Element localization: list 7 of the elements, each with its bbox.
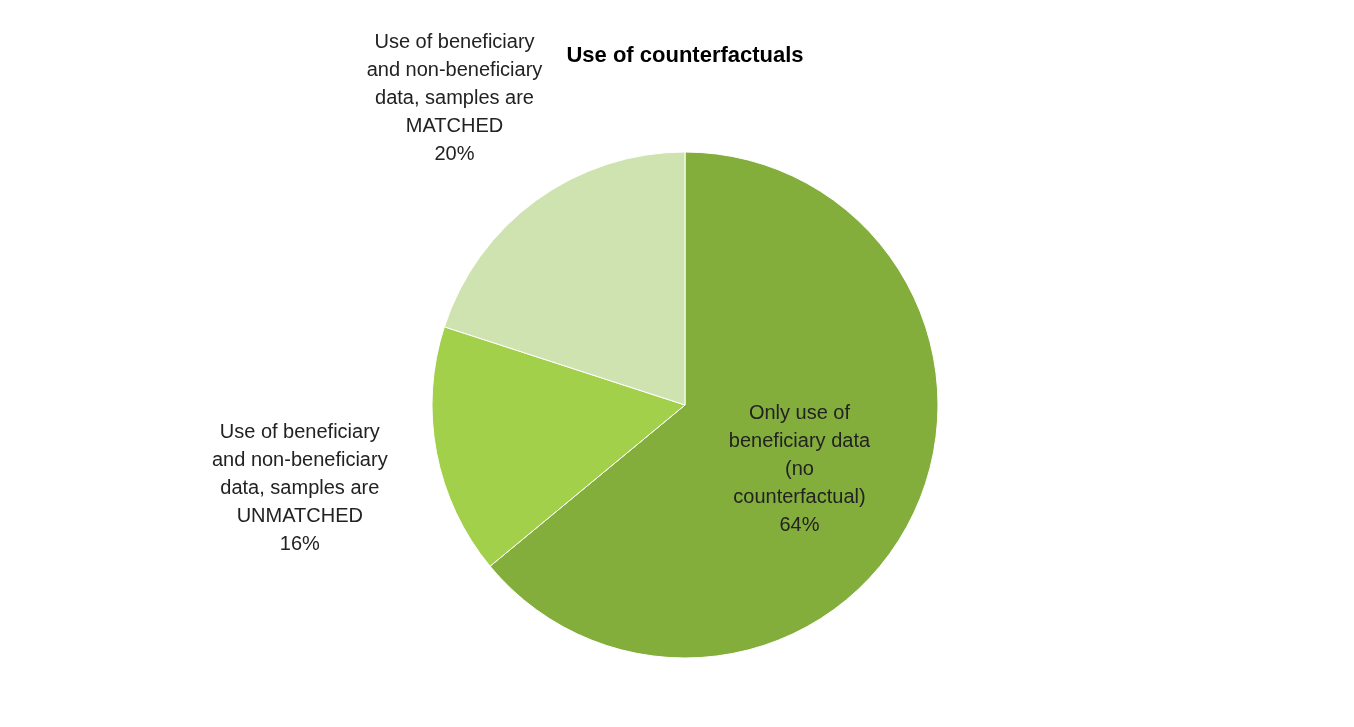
- slice-label: Only use of beneficiary data (no counterfactual): [728, 400, 871, 507]
- chart-title: Use of counterfactuals: [566, 42, 804, 67]
- data-label: 20%: [434, 141, 475, 164]
- slice-label: Use of beneficiary and non-beneficiary data, samples are UNMATCHED: [211, 420, 388, 527]
- data-label: 64%: [779, 512, 820, 535]
- slice-label: Use of beneficiary and non-beneficiary data, samples are MATCHED: [366, 29, 543, 136]
- data-label: 16%: [279, 532, 321, 555]
